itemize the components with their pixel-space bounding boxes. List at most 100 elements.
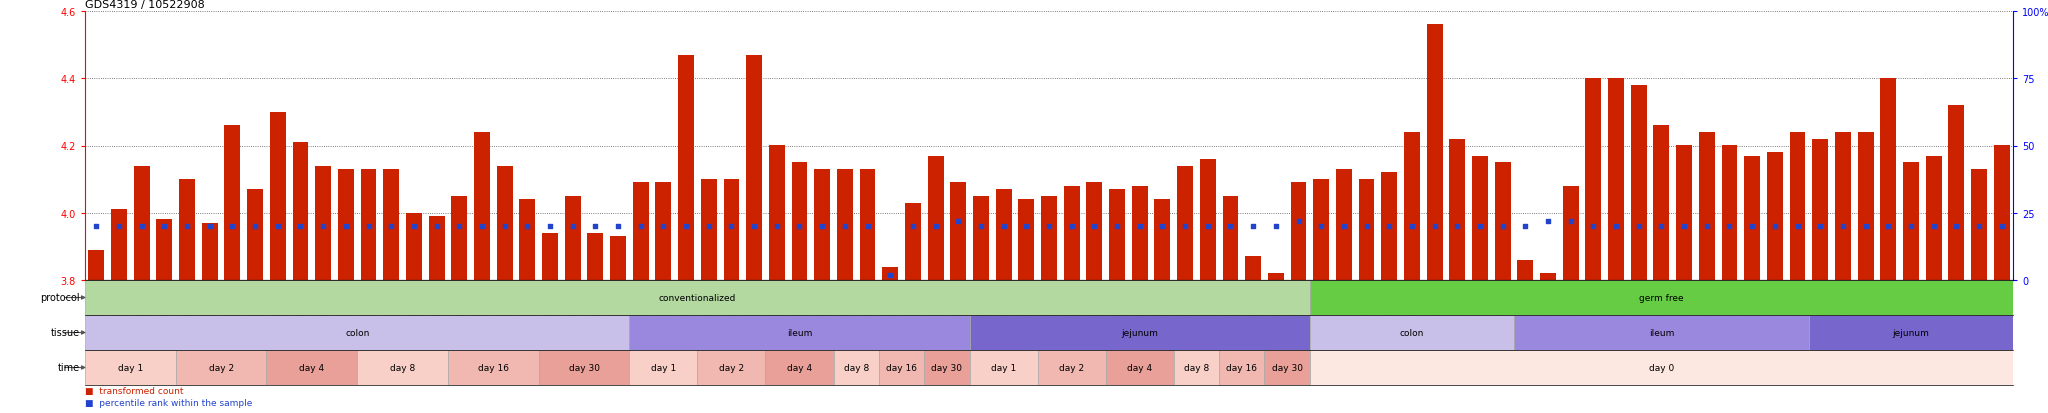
Point [1372,223,1405,230]
Bar [543,233,557,280]
Bar [588,233,604,280]
Bar [1518,260,1534,280]
Point [420,223,453,230]
Text: day 2: day 2 [209,363,233,372]
Bar [1245,257,1262,280]
Point [805,223,838,230]
Bar [1812,140,1829,280]
Bar [1970,170,1987,280]
Bar [539,350,629,385]
Text: protocol: protocol [41,293,80,303]
Bar [973,197,989,280]
Bar [111,210,127,280]
Text: day 16: day 16 [887,363,918,372]
Point [285,223,317,230]
Text: day 8: day 8 [389,363,416,372]
Bar [565,197,582,280]
Point [465,223,498,230]
Point [487,223,520,230]
Point [1147,223,1180,230]
Point [1849,223,1882,230]
Text: day 0: day 0 [1649,363,1673,372]
Text: ileum: ileum [1649,328,1673,337]
Bar [629,315,969,350]
Point [852,223,885,230]
Point [602,223,635,230]
Bar [1675,146,1692,280]
Text: day 2: day 2 [1059,363,1083,372]
Point [1599,223,1632,230]
Bar [1223,197,1239,280]
Bar [133,166,150,280]
Bar [1630,86,1647,280]
Point [352,223,385,230]
Bar [1311,315,1513,350]
Bar [1268,273,1284,280]
Bar [700,180,717,280]
Bar [203,223,217,280]
Bar [766,350,834,385]
Point [1077,223,1110,230]
Text: time: time [57,363,80,373]
Bar [451,197,467,280]
Point [1894,223,1927,230]
Text: day 16: day 16 [477,363,508,372]
Bar [995,190,1012,280]
Point [874,272,907,278]
Point [1464,223,1497,230]
Point [375,223,408,230]
Text: day 8: day 8 [844,363,868,372]
Text: conventionalized: conventionalized [659,293,735,302]
Point [1260,223,1292,230]
Point [1192,223,1225,230]
Text: day 30: day 30 [569,363,600,372]
Point [625,223,657,230]
Bar [270,113,287,280]
Text: ileum: ileum [786,328,813,337]
Bar [1948,106,1964,280]
Bar [520,200,535,280]
Bar [1880,79,1896,280]
Point [240,223,272,230]
Bar [1133,186,1147,280]
Text: day 4: day 4 [1126,363,1153,372]
Point [1169,223,1202,230]
Point [510,223,543,230]
Text: ■  percentile rank within the sample: ■ percentile rank within the sample [86,399,252,408]
Bar [793,163,807,280]
Point [80,223,113,230]
Bar [1722,146,1737,280]
Bar [1311,350,2013,385]
Bar [1110,190,1124,280]
Point [987,223,1020,230]
Point [897,223,930,230]
Bar [768,146,784,280]
Point [1554,218,1587,225]
Bar [176,350,266,385]
Text: day 30: day 30 [932,363,963,372]
Point [170,223,203,230]
Point [1712,223,1745,230]
Bar [1178,166,1194,280]
Point [1577,223,1610,230]
Bar [266,350,356,385]
Point [1985,223,2017,230]
Bar [248,190,262,280]
Text: colon: colon [344,328,369,337]
Point [920,223,952,230]
Bar [1155,200,1169,280]
Point [1759,223,1792,230]
Point [1237,223,1270,230]
Point [647,223,680,230]
Bar [1290,183,1307,280]
Bar [1835,133,1851,280]
Bar [1903,163,1919,280]
Point [1939,223,1972,230]
Bar [723,180,739,280]
Bar [1038,350,1106,385]
Text: germ free: germ free [1638,293,1683,302]
Point [1917,223,1950,230]
Bar [1174,350,1219,385]
Point [1214,223,1247,230]
Bar [1808,315,2013,350]
